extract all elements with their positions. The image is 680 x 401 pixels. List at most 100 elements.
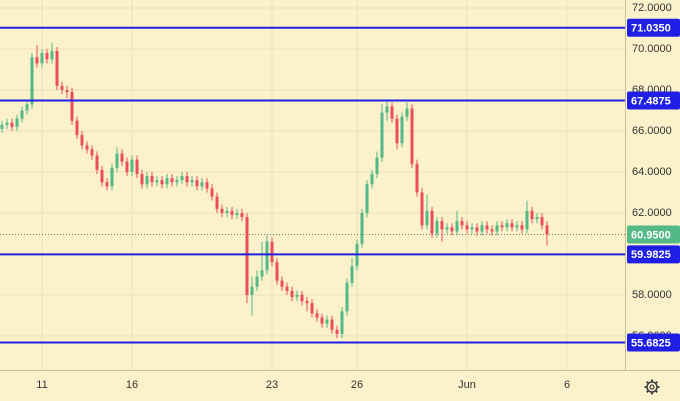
y-tick-label: 62.0000 xyxy=(632,207,672,219)
candle-body xyxy=(230,210,234,216)
candle-body xyxy=(265,241,269,271)
x-tick-label: Jun xyxy=(458,379,476,391)
candle-body xyxy=(55,51,59,86)
candle-body xyxy=(530,210,534,220)
candle-body xyxy=(260,270,264,277)
candle-body xyxy=(525,210,529,230)
candle-body xyxy=(100,169,104,183)
candle-body xyxy=(540,217,544,226)
candle-body xyxy=(340,311,344,334)
candle-body xyxy=(315,313,319,318)
candle-body xyxy=(500,225,504,228)
candle-body xyxy=(165,178,169,185)
candle-body xyxy=(45,53,49,60)
candle-body xyxy=(225,210,229,213)
candle-body xyxy=(405,108,409,117)
candle-body xyxy=(245,217,249,295)
x-tick-label: 6 xyxy=(564,379,570,391)
candle-body xyxy=(50,51,54,60)
candle-body xyxy=(415,163,419,193)
candle-body xyxy=(65,89,69,93)
plot-area xyxy=(0,0,625,370)
last-price-label: 60.9500 xyxy=(631,229,671,241)
candle-body xyxy=(335,329,339,334)
candle-body xyxy=(160,180,164,185)
y-tick-label: 70.0000 xyxy=(632,43,672,55)
candle-body xyxy=(175,180,179,183)
candle-body xyxy=(330,319,334,330)
candle-body xyxy=(15,118,19,127)
candle-body xyxy=(80,135,84,146)
candle-body xyxy=(185,176,189,183)
candle-body xyxy=(400,116,404,144)
level-label: 71.0350 xyxy=(631,23,671,35)
axes: 56.000058.000060.000062.000064.000066.00… xyxy=(36,2,680,391)
candle-body xyxy=(35,57,39,64)
candle-body xyxy=(75,120,79,136)
candle-body xyxy=(450,227,454,232)
candle-body xyxy=(285,286,289,291)
candle-body xyxy=(290,290,294,298)
candle-body xyxy=(10,122,14,127)
candle-body xyxy=(270,241,274,263)
candle-body xyxy=(485,225,489,230)
x-tick-label: 16 xyxy=(126,379,138,391)
candle-body xyxy=(430,210,434,234)
candle-body xyxy=(445,227,449,230)
candle-body xyxy=(190,180,194,183)
candle-body xyxy=(155,180,159,183)
candle-body xyxy=(385,106,389,113)
candle-body xyxy=(410,108,414,164)
y-tick-label: 66.0000 xyxy=(632,125,672,137)
candle-body xyxy=(95,155,99,170)
candle-body xyxy=(0,124,4,129)
y-tick-label: 64.0000 xyxy=(632,166,672,178)
candle-body xyxy=(140,174,144,185)
x-tick-label: 11 xyxy=(36,379,47,391)
candle-body xyxy=(250,286,254,295)
candle-body xyxy=(310,303,314,314)
candle-body xyxy=(205,182,209,189)
candle-body xyxy=(120,153,124,162)
candle-body xyxy=(370,174,374,185)
candle-body xyxy=(210,188,214,197)
candle-body xyxy=(535,217,539,220)
settings-icon[interactable] xyxy=(644,379,660,395)
last-price-box xyxy=(627,225,680,244)
candle-body xyxy=(170,178,174,183)
candle-body xyxy=(20,110,24,119)
candle-body xyxy=(220,208,224,213)
candle-body xyxy=(30,57,34,105)
candle-body xyxy=(425,210,429,226)
candle-body xyxy=(325,319,329,324)
x-tick-label: 26 xyxy=(351,379,363,391)
candle-body xyxy=(475,227,479,232)
candle-body xyxy=(110,167,114,187)
candle-body xyxy=(105,182,109,187)
candle-body xyxy=(420,192,424,226)
candle-body xyxy=(180,176,184,181)
y-tick-label: 72.0000 xyxy=(632,2,672,14)
y-tick-label: 58.0000 xyxy=(632,289,672,301)
candle-body xyxy=(130,159,134,172)
candle-body xyxy=(295,294,299,298)
candle-body xyxy=(5,122,9,125)
candle-body xyxy=(145,176,149,185)
candle-body xyxy=(150,176,154,183)
candle-body xyxy=(520,225,524,230)
candle-body xyxy=(200,182,204,187)
candle-body xyxy=(320,317,324,324)
candle-body xyxy=(380,112,384,158)
candle-body xyxy=(195,180,199,187)
candle-body xyxy=(350,266,354,283)
candle-body xyxy=(215,196,219,209)
candle-body xyxy=(440,221,444,230)
candle-body xyxy=(360,212,364,244)
candle-body xyxy=(255,276,259,287)
candle-body xyxy=(60,85,64,90)
candle-body xyxy=(280,280,284,287)
candle-body xyxy=(505,223,509,228)
candle-body xyxy=(510,223,514,228)
level-label-box xyxy=(627,333,680,352)
